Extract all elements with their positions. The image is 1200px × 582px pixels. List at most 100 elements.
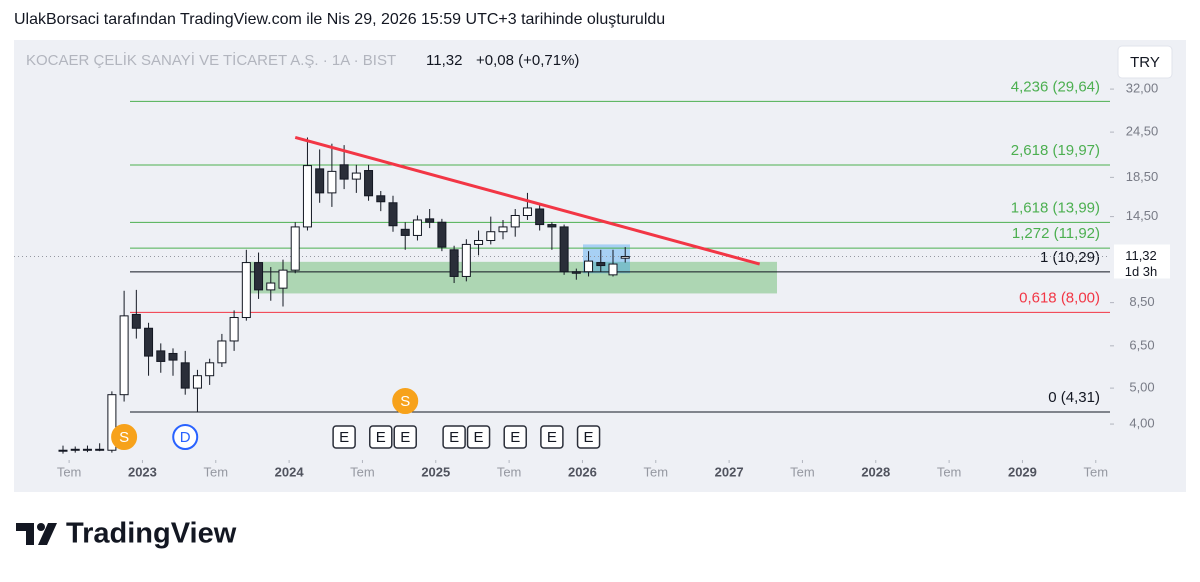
currency-button[interactable] xyxy=(1117,45,1173,79)
event-marker xyxy=(111,424,138,450)
fib-label: 4,236 (29,64) xyxy=(1011,78,1100,95)
x-tick-label: 2028 xyxy=(861,464,890,479)
candle-body xyxy=(535,208,545,226)
candle-body xyxy=(449,249,459,277)
fib-label: 1 (10,29) xyxy=(1040,249,1100,266)
x-tick-label: Tem xyxy=(1083,464,1108,479)
tradingview-logo: TradingView xyxy=(16,518,237,550)
candle-body xyxy=(522,207,532,216)
candle-body xyxy=(82,448,92,451)
candle-body xyxy=(254,262,264,291)
price-label: 11,32 xyxy=(1125,248,1157,263)
event-marker xyxy=(442,425,466,449)
candle-body xyxy=(584,260,594,273)
candle-body xyxy=(376,195,386,203)
attribution: UlakBorsaci tarafından TradingView.com i… xyxy=(14,11,665,28)
logo-mark xyxy=(37,523,45,531)
candle-body xyxy=(559,226,569,273)
candle-body xyxy=(58,449,68,452)
candle-body xyxy=(327,170,337,194)
y-tick-label: 14,50 xyxy=(1126,208,1159,223)
event-label: E xyxy=(474,429,484,446)
candle-body xyxy=(608,263,618,276)
x-tick-label: 2023 xyxy=(128,464,157,479)
candle-body xyxy=(302,165,312,228)
fib-label: 2,618 (19,97) xyxy=(1011,142,1100,159)
candle-body xyxy=(364,170,374,197)
candle-body xyxy=(168,352,178,361)
candle-body xyxy=(156,350,166,362)
candle-body xyxy=(107,394,117,451)
x-tick-label: Tem xyxy=(790,464,815,479)
header-price: 11,32 xyxy=(426,52,462,69)
y-tick-label: 4,00 xyxy=(1129,415,1154,430)
candle-body xyxy=(571,271,581,274)
logo-mark xyxy=(38,523,57,545)
candle-body xyxy=(412,219,422,236)
fib-label: 0 (4,31) xyxy=(1048,389,1100,406)
candle-body xyxy=(400,228,410,236)
candle-body xyxy=(290,226,300,271)
candle-body xyxy=(278,269,288,289)
candle-body xyxy=(425,218,435,223)
event-label: S xyxy=(400,393,410,410)
x-tick-label: 2029 xyxy=(1008,464,1037,479)
event-label: S xyxy=(119,429,129,446)
event-label: E xyxy=(376,429,386,446)
candle-body xyxy=(119,315,129,396)
event-label: E xyxy=(339,429,349,446)
candle-body xyxy=(180,362,190,389)
candle-body xyxy=(620,255,630,259)
candle-body xyxy=(229,317,239,342)
x-tick-label: Tem xyxy=(350,464,375,479)
event-label: E xyxy=(584,429,594,446)
y-tick-label: 6,50 xyxy=(1129,337,1154,352)
legend: KOCAER ÇELİK SANAYİ VE TİCARET A.Ş. · 1A… xyxy=(26,45,1173,79)
event-label: E xyxy=(449,429,459,446)
event-marker xyxy=(540,425,564,449)
candle-body xyxy=(437,221,447,248)
price-change: +0,08 (+0,71%) xyxy=(476,52,579,69)
candle-body xyxy=(474,240,484,245)
candle-body xyxy=(266,282,276,291)
plot: 32,00 24,50 18,50 14,50 8,50 6,50 5,00 4,00 Tem 2… xyxy=(14,78,1170,479)
candle-body xyxy=(388,202,398,227)
candle-body xyxy=(547,224,557,228)
countdown-label: 1d 3h xyxy=(1125,264,1158,279)
trendline xyxy=(294,136,761,266)
fib-label: 0,618 (8,00) xyxy=(1019,289,1100,306)
y-tick-label: 8,50 xyxy=(1129,294,1154,309)
event-marker xyxy=(332,425,356,449)
y-tick-label: 5,00 xyxy=(1129,380,1154,395)
price-label-bg xyxy=(1114,244,1170,279)
y-tick-label: 32,00 xyxy=(1126,81,1159,96)
x-tick-label: Tem xyxy=(937,464,962,479)
candle-body xyxy=(95,448,105,451)
event-marker xyxy=(576,425,601,449)
y-tick-label: 18,50 xyxy=(1126,169,1159,184)
logo-text: TradingView xyxy=(66,518,237,550)
candle-body xyxy=(596,262,606,267)
candle-body xyxy=(131,313,141,329)
currency[interactable]: TRY xyxy=(1130,54,1160,71)
x-tick-label: Tem xyxy=(497,464,522,479)
event-marker xyxy=(393,425,417,449)
candle-body xyxy=(241,262,251,319)
event-marker xyxy=(172,424,199,450)
candle-body xyxy=(510,214,520,228)
candle-body xyxy=(205,362,215,377)
support-zone xyxy=(245,261,777,294)
x-tick-label: 2026 xyxy=(568,464,597,479)
y-tick-label: 24,50 xyxy=(1126,124,1159,139)
candle-body xyxy=(315,168,325,194)
candle-body xyxy=(351,172,361,180)
event-marker xyxy=(503,425,527,449)
x-tick-label: 2024 xyxy=(275,464,305,479)
candle-body xyxy=(144,327,154,357)
candle-body xyxy=(486,231,496,242)
event-label: E xyxy=(400,429,410,446)
event-label: E xyxy=(547,429,557,446)
x-tick-label: 2025 xyxy=(421,464,450,479)
